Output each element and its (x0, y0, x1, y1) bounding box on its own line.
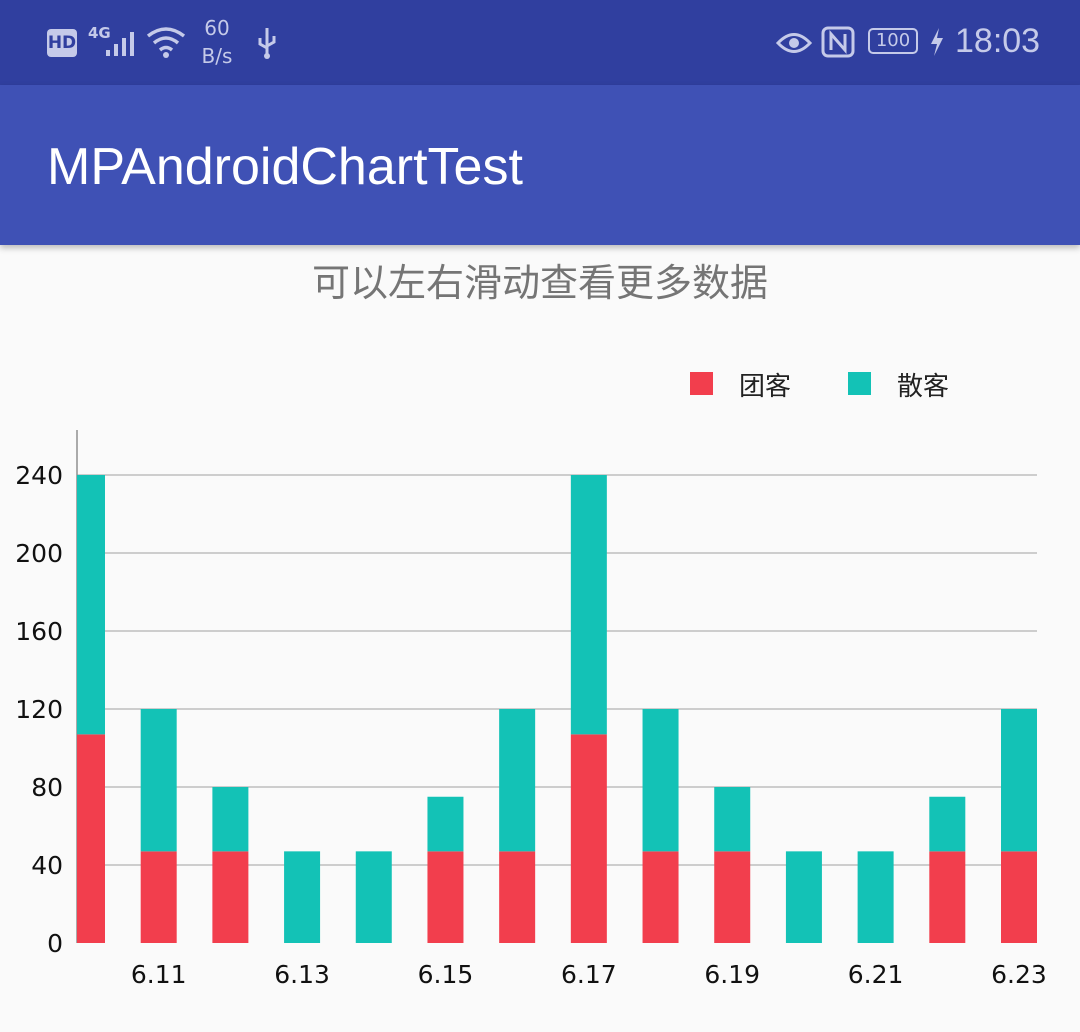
battery-icon: 100 (868, 28, 918, 54)
y-tick-label: 40 (31, 851, 63, 880)
legend-label: 团客 (739, 372, 791, 402)
network-type: 4G (88, 24, 111, 42)
bar-segment-san (929, 796, 966, 852)
network-speed: 60 B/s (200, 14, 234, 70)
bar-segment-san (284, 851, 321, 943)
bar-segment-san (570, 475, 607, 735)
bar-segment-san (1001, 709, 1037, 852)
bar-segment-san (714, 787, 751, 852)
y-tick-label: 0 (47, 929, 63, 958)
bar-segment-tuan (642, 851, 679, 943)
bar-segment-tuan (929, 851, 966, 943)
bar-segment-tuan (427, 851, 464, 943)
x-tick-label: 6.17 (561, 960, 617, 989)
x-tick-label: 6.21 (848, 960, 904, 989)
bar-segment-tuan (499, 851, 536, 943)
hd-icon: HD (47, 29, 77, 57)
stacked-bar-chart[interactable]: 0 40 80 120 160 200 240 6.11 6.13 6.15 6.17 6.19 6.2… (0, 340, 1080, 1000)
y-tick-label: 80 (31, 773, 63, 802)
y-tick-label: 120 (15, 695, 63, 724)
bar-segment-tuan (570, 734, 607, 943)
bar-segment-tuan (1001, 851, 1037, 943)
legend-swatch (848, 372, 871, 395)
bar-segment-san (355, 851, 392, 943)
y-tick-label: 160 (15, 617, 63, 646)
eye-icon (776, 33, 812, 53)
bar-segment-san (77, 475, 105, 735)
usb-icon (258, 28, 276, 59)
bar-segment-san (212, 787, 249, 852)
legend-swatch (690, 372, 713, 395)
bar-segment-san (140, 709, 177, 852)
bar-segment-san (427, 796, 464, 852)
charging-icon (931, 28, 943, 56)
x-tick-label: 6.11 (131, 960, 187, 989)
bar-segment-san (642, 709, 679, 852)
nfc-icon (821, 26, 855, 58)
legend-label: 散客 (897, 372, 949, 402)
bar-segment-tuan (714, 851, 751, 943)
y-tick-label: 240 (15, 461, 63, 490)
y-tick-label: 200 (15, 539, 63, 568)
clock: 18:03 (955, 22, 1041, 60)
speed-unit: B/s (201, 44, 233, 68)
app-bar: MPAndroidChartTest (0, 85, 1080, 245)
speed-value: 60 (204, 16, 230, 40)
x-tick-label: 6.13 (274, 960, 330, 989)
bar-segment-tuan (212, 851, 249, 943)
status-bar: HD 4G 60 B/s 100 18:03 (0, 0, 1080, 85)
scroll-hint: 可以左右滑动查看更多数据 (311, 261, 768, 305)
x-tick-label: 6.23 (991, 960, 1047, 989)
bar-segment-san (857, 851, 894, 943)
signal-icon (106, 32, 134, 56)
x-tick-label: 6.19 (704, 960, 760, 989)
app-title: MPAndroidChartTest (47, 138, 523, 196)
bar-segment-tuan (140, 851, 177, 943)
bar-segment-san (785, 851, 822, 943)
x-tick-label: 6.15 (418, 960, 474, 989)
wifi-icon (146, 27, 186, 58)
bar-segment-san (499, 709, 536, 852)
bar-segment-tuan (77, 734, 105, 943)
